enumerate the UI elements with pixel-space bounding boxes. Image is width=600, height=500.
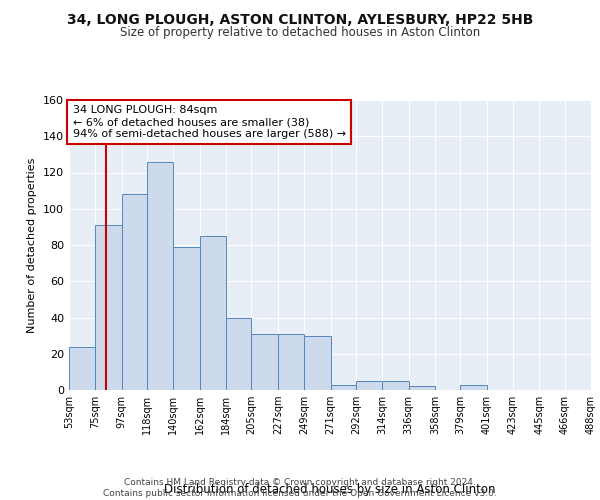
Bar (409, 386, 435, 390)
Text: Contains HM Land Registry data © Crown copyright and database right 2024.
Contai: Contains HM Land Registry data © Crown c… (103, 478, 497, 498)
Text: 34 LONG PLOUGH: 84sqm
← 6% of detached houses are smaller (38)
94% of semi-detac: 34 LONG PLOUGH: 84sqm ← 6% of detached h… (73, 106, 346, 138)
Text: Size of property relative to detached houses in Aston Clinton: Size of property relative to detached ho… (120, 26, 480, 39)
Bar (356, 381, 382, 390)
Bar (251, 334, 278, 390)
Bar (200, 236, 226, 390)
X-axis label: Distribution of detached houses by size in Aston Clinton: Distribution of detached houses by size … (164, 483, 496, 496)
Bar (226, 318, 251, 390)
Bar (278, 334, 304, 390)
Bar (147, 162, 173, 390)
Bar (460, 384, 487, 390)
Bar (122, 194, 147, 390)
Text: 34, LONG PLOUGH, ASTON CLINTON, AYLESBURY, HP22 5HB: 34, LONG PLOUGH, ASTON CLINTON, AYLESBUR… (67, 12, 533, 26)
Bar (173, 247, 200, 390)
Bar (382, 381, 409, 390)
Bar (304, 336, 331, 390)
Y-axis label: Number of detached properties: Number of detached properties (28, 158, 37, 332)
Bar (69, 346, 95, 390)
Bar (95, 225, 122, 390)
Bar (331, 384, 356, 390)
